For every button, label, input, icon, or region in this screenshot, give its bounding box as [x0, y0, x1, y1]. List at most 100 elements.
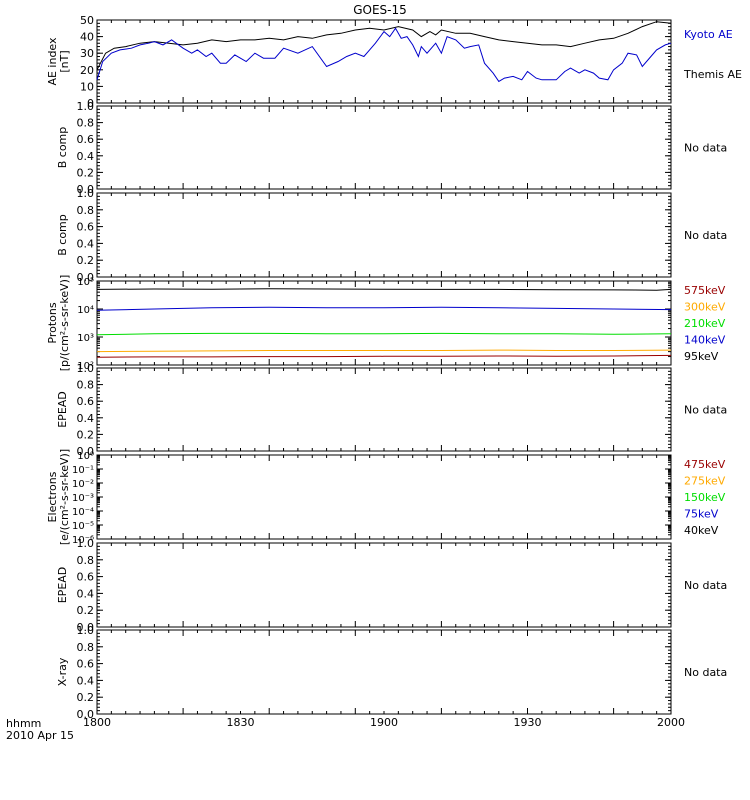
y-tick-label: 10⁻⁴	[72, 507, 94, 518]
y-tick-label: 10⁻³	[72, 493, 94, 504]
legend-entry: 575keV	[684, 284, 726, 297]
panel-frame	[96, 192, 672, 278]
x-tick-label: 2000	[657, 716, 685, 729]
y-tick-label: 0.0	[77, 621, 95, 634]
y-tick-label: 0.2	[77, 604, 95, 617]
y-tick-label: 0.4	[77, 237, 95, 250]
panel-xray: 0.0 0.2 0.4 0.6 0.8 1.0 X-ray No data	[56, 624, 727, 721]
y-axis-label: [p/(cm²-s-sr-keV)]	[58, 275, 71, 372]
series-line-kyoto-ae	[96, 27, 672, 83]
legend-entry: 40keV	[684, 524, 719, 537]
legend-entry: 75keV	[684, 508, 719, 521]
y-tick-label: 0.8	[77, 554, 95, 567]
y-tick-label: 0.4	[77, 150, 95, 163]
panel-ae: 0 10 20 30 40 50 AE index [nT] Kyoto AE Themis AE	[46, 14, 742, 110]
series-line-210kev	[96, 332, 672, 336]
y-tick-label: 10⁻⁵	[72, 521, 94, 532]
panel-epead1: 0.0 0.2 0.4 0.6 0.8 1.0 EPEAD No data	[56, 362, 727, 458]
x-tick-label: 1800	[83, 716, 111, 729]
y-tick-label: 50	[80, 14, 94, 27]
y-axis-label: EPEAD	[56, 391, 69, 428]
y-tick-label: 0.6	[77, 571, 95, 584]
panel-frame	[96, 105, 672, 190]
y-tick-label: 0.0	[77, 183, 95, 196]
panel-frame	[96, 629, 672, 715]
y-tick-label: 0.0	[77, 708, 95, 721]
time-format-label: hhmm	[6, 717, 41, 730]
legend-entry: 140keV	[684, 334, 726, 347]
y-axis-label: Electrons	[46, 471, 59, 522]
y-tick-label: 0	[87, 97, 94, 110]
y-tick-label: 0.6	[77, 133, 95, 146]
y-tick-label: 20	[80, 64, 94, 77]
y-tick-label: 10⁰	[77, 451, 94, 462]
panel-frame	[96, 19, 672, 104]
y-tick-label: 10⁻²	[72, 479, 94, 490]
panel-b2: 0.0 0.2 0.4 0.6 0.8 1.0 B comp No data	[56, 187, 727, 284]
y-tick-label: 40	[80, 31, 94, 44]
y-tick-label: 0.6	[77, 658, 95, 671]
y-tick-label: 10⁵	[77, 277, 94, 288]
legend-entry: 275keV	[684, 475, 726, 488]
y-axis-label: EPEAD	[56, 567, 69, 604]
y-tick-label: 10²	[77, 361, 94, 372]
y-tick-label: 0.8	[77, 117, 95, 130]
y-axis-label: [nT]	[58, 50, 71, 72]
y-tick-label: 10⁻¹	[72, 465, 94, 476]
y-tick-label: 0.2	[77, 254, 95, 267]
figure-title: GOES-15	[353, 3, 407, 17]
y-tick-label: 0.2	[77, 428, 95, 441]
panel-electrons: 10⁻⁶ 10⁻⁵ 10⁻⁴ 10⁻³ 10⁻² 10⁻¹ 10⁰ Electrons [e/(…	[46, 449, 726, 546]
y-tick-label: 0.8	[77, 379, 95, 392]
legend-entry: 475keV	[684, 458, 726, 471]
y-tick-label: 0.0	[77, 271, 95, 284]
y-tick-label: 0.2	[77, 166, 95, 179]
panel-frame	[96, 280, 672, 366]
legend-entry: No data	[684, 666, 727, 679]
legend-entry: 95keV	[684, 350, 719, 363]
legend-entry: No data	[684, 404, 727, 417]
legend-entry: Kyoto AE	[684, 28, 733, 41]
y-tick-label: 1.0	[77, 537, 95, 550]
x-tick-label: 1930	[514, 716, 542, 729]
legend-entry: Themis AE	[683, 68, 742, 81]
x-tick-label: 1830	[227, 716, 255, 729]
legend-entry: No data	[684, 229, 727, 242]
y-tick-label: 10³	[77, 333, 94, 344]
legend-entry: No data	[684, 142, 727, 155]
series-line-575kev	[96, 354, 672, 358]
y-tick-label: 0.2	[77, 691, 95, 704]
y-tick-label: 1.0	[77, 100, 95, 113]
y-tick-label: 10⁻⁶	[72, 535, 94, 546]
y-tick-label: 0.4	[77, 412, 95, 425]
y-tick-label: 0.4	[77, 587, 95, 600]
series-line-themis-ae	[96, 21, 672, 71]
y-tick-label: 10	[80, 80, 94, 93]
panel-protons: 10² 10³ 10⁴ 10⁵ Protons [p/(cm²-s-sr-keV)] 575…	[46, 275, 726, 372]
y-tick-label: 0.8	[77, 204, 95, 217]
series-line-95kev	[96, 288, 672, 291]
legend-entry: 300keV	[684, 301, 726, 314]
panel-frame	[96, 542, 672, 628]
panel-frame	[96, 367, 672, 452]
legend-entry: No data	[684, 579, 727, 592]
y-tick-label: 0.6	[77, 395, 95, 408]
legend-entry: 210keV	[684, 317, 726, 330]
y-axis-label: Protons	[46, 302, 59, 343]
y-tick-label: 1.0	[77, 362, 95, 375]
panel-epead2: 0.0 0.2 0.4 0.6 0.8 1.0 EPEAD No data	[56, 537, 727, 634]
y-tick-label: 0.0	[77, 445, 95, 458]
y-tick-label: 10⁴	[77, 305, 94, 316]
y-axis-label: B comp	[56, 214, 69, 256]
y-tick-label: 0.4	[77, 674, 95, 687]
y-tick-label: 1.0	[77, 187, 95, 200]
series-line-300kev	[96, 349, 672, 353]
series-line-140kev	[96, 306, 672, 311]
panel-b1: 0.0 0.2 0.4 0.6 0.8 1.0 B comp No data	[56, 100, 727, 196]
date-label: 2010 Apr 15	[6, 729, 74, 742]
y-axis-label: [e/(cm²-s-sr-keV)]	[58, 449, 71, 545]
x-tick-label: 1900	[370, 716, 398, 729]
y-axis-label: AE index	[46, 37, 59, 86]
y-tick-label: 0.6	[77, 221, 95, 234]
